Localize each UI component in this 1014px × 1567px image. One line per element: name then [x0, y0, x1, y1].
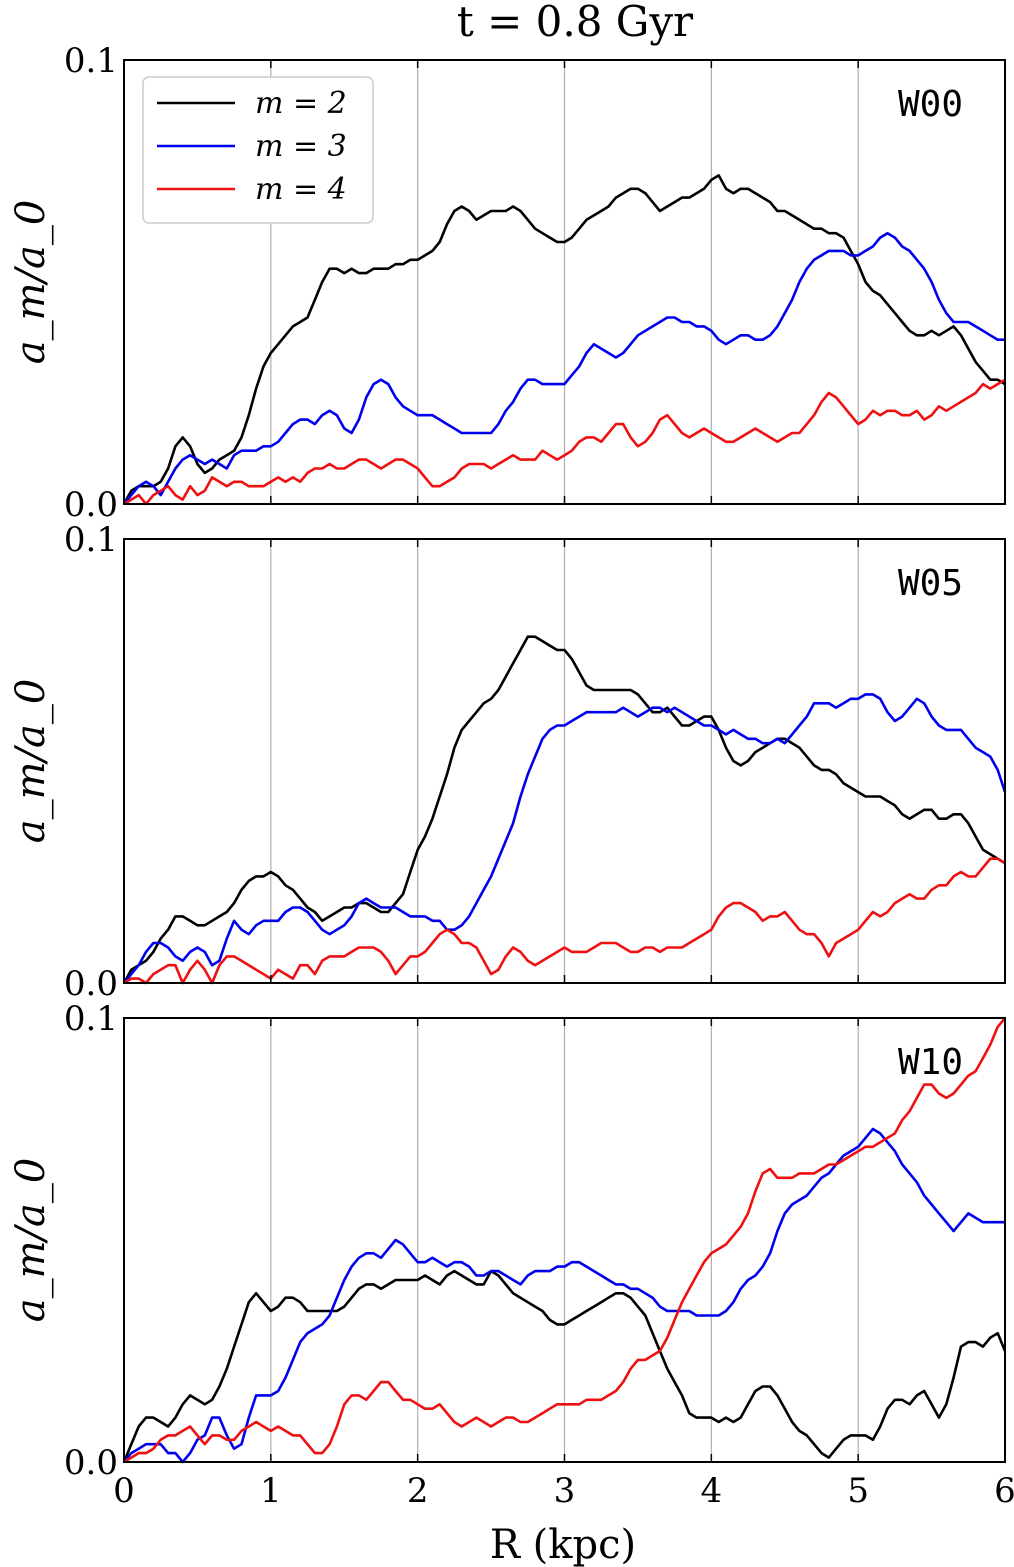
legend: m = 2 m = 3 m = 4 [142, 76, 374, 224]
x-tick-label: 5 [847, 1471, 869, 1511]
y-axis-title: a_m/a_0 [8, 1158, 54, 1323]
legend-label: m = 4 [255, 172, 347, 207]
y-tick-label: 0.0 [64, 964, 118, 1004]
series-line-m2 [122, 1269, 1007, 1463]
series-line-m4 [123, 378, 1006, 506]
chart-title: t = 0.8 Gyr [457, 0, 694, 46]
panel-label: W10 [898, 1042, 963, 1083]
panel-label: W00 [898, 84, 963, 125]
x-tick-label: 4 [701, 1471, 723, 1511]
y-axis-title: a_m/a_0 [8, 679, 54, 844]
series-line-m3 [122, 231, 1005, 505]
panel-label: W05 [898, 563, 963, 604]
x-tick-label: 3 [554, 1471, 576, 1511]
series-line-m2 [122, 635, 1006, 984]
panel-w05: 0.0 0.1 a_m/a_0 W05 [8, 520, 1007, 1004]
y-tick-label: 0.1 [64, 520, 118, 560]
series-line-m2 [122, 174, 1006, 505]
panel-w00: 0.0 0.1 a_m/a_0 W00 [8, 41, 1006, 525]
series-line-m3 [122, 1127, 1005, 1464]
x-tick-label: 2 [407, 1471, 429, 1511]
legend-label: m = 3 [255, 129, 347, 164]
y-tick-label: 0.1 [64, 999, 118, 1039]
panel-w10: 0 1 2 3 4 5 6 0.0 0.1 a_m/a_0 W10 [8, 999, 1014, 1511]
series-line-m3 [122, 693, 1007, 984]
y-axis-title: a_m/a_0 [8, 200, 54, 365]
y-tick-label: 0.0 [64, 485, 118, 525]
x-tick-label: 0 [113, 1471, 135, 1511]
legend-box [142, 76, 374, 224]
x-tick-label: 1 [260, 1471, 282, 1511]
legend-label: m = 2 [255, 86, 347, 121]
y-tick-label: 0.0 [64, 1443, 118, 1483]
y-tick-label: 0.1 [64, 41, 118, 81]
x-axis-title: R (kpc) [490, 1522, 636, 1567]
x-tick-label: 6 [994, 1471, 1014, 1511]
series-line-m4 [123, 1017, 1007, 1464]
